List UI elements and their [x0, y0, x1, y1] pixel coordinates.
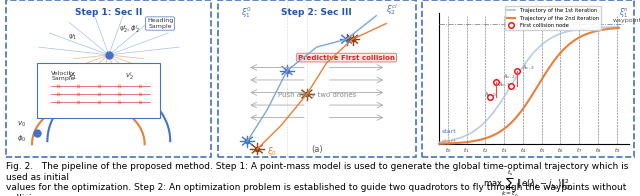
Text: $t_9$: $t_9$	[614, 146, 620, 155]
Bar	[218, 0, 416, 157]
Text: $t_7$: $t_7$	[576, 146, 582, 155]
Text: start: start	[442, 129, 456, 134]
Bar	[6, 0, 211, 157]
Text: $t_8$: $t_8$	[595, 146, 601, 155]
Text: $\lambda_{c,2}$: $\lambda_{c,2}$	[502, 73, 516, 81]
Text: (a): (a)	[311, 145, 323, 154]
Bar	[422, 0, 634, 157]
Text: $t_1$: $t_1$	[463, 146, 470, 155]
Text: $\xi_1^0$: $\xi_1^0$	[241, 5, 252, 20]
Text: $t_0$: $t_0$	[445, 146, 451, 155]
Text: $\lambda_{c,3}$: $\lambda_{c,3}$	[522, 64, 534, 72]
Text: $v_1'$: $v_1'$	[68, 71, 76, 83]
Text: Step 1: Sec II: Step 1: Sec II	[75, 8, 143, 17]
Text: $t_5$: $t_5$	[538, 146, 545, 155]
Text: $\lambda_{c,0}$: $\lambda_{c,0}$	[484, 90, 497, 99]
Text: $\psi_2',\phi_2'$: $\psi_2',\phi_2'$	[119, 24, 140, 35]
Text: Heading
Sample: Heading Sample	[147, 18, 173, 29]
Text: Velocity
Sample: Velocity Sample	[51, 71, 76, 81]
Text: $\xi_1^n$: $\xi_1^n$	[619, 7, 629, 20]
Text: $t_2$: $t_2$	[482, 146, 488, 155]
Text: Fig. 2.   The pipeline of the proposed method. Step 1: A point-mass model is use: Fig. 2. The pipeline of the proposed met…	[6, 162, 628, 196]
Text: $t_4$: $t_4$	[520, 146, 526, 155]
Text: waypoint: waypoint	[612, 18, 640, 23]
Text: $t_6$: $t_6$	[557, 146, 564, 155]
Text: $\phi_0$: $\phi_0$	[17, 134, 26, 144]
Text: $\lambda_{c,1}$: $\lambda_{c,1}$	[499, 81, 511, 89]
Text: Step 2: Sec III: Step 2: Sec III	[282, 8, 352, 17]
Text: $\max \sum_{k=t_0}^{t_s} \| e(\lambda_k - j_{\lambda_k}) \|^2_{Q_e}$: $\max \sum_{k=t_0}^{t_s} \| e(\lambda_k …	[483, 169, 573, 196]
Text: $\xi_0$: $\xi_0$	[268, 145, 277, 158]
Text: $t_3$: $t_3$	[501, 146, 508, 155]
Text: Predictive First collision: Predictive First collision	[298, 54, 395, 61]
Text: $\xi_2^{cl}$: $\xi_2^{cl}$	[387, 2, 399, 17]
Legend: Trajectory of the 1st iteration, Trajectory of the 2nd iteration, First collisio: Trajectory of the 1st iteration, Traject…	[506, 6, 601, 30]
Text: Push away two drones: Push away two drones	[278, 92, 356, 98]
Text: start: start	[442, 139, 456, 144]
Text: $v_2'$: $v_2'$	[125, 71, 134, 83]
Text: $\psi_1$: $\psi_1$	[68, 33, 77, 42]
Bar	[37, 63, 160, 118]
Text: $v_0$: $v_0$	[17, 119, 26, 129]
